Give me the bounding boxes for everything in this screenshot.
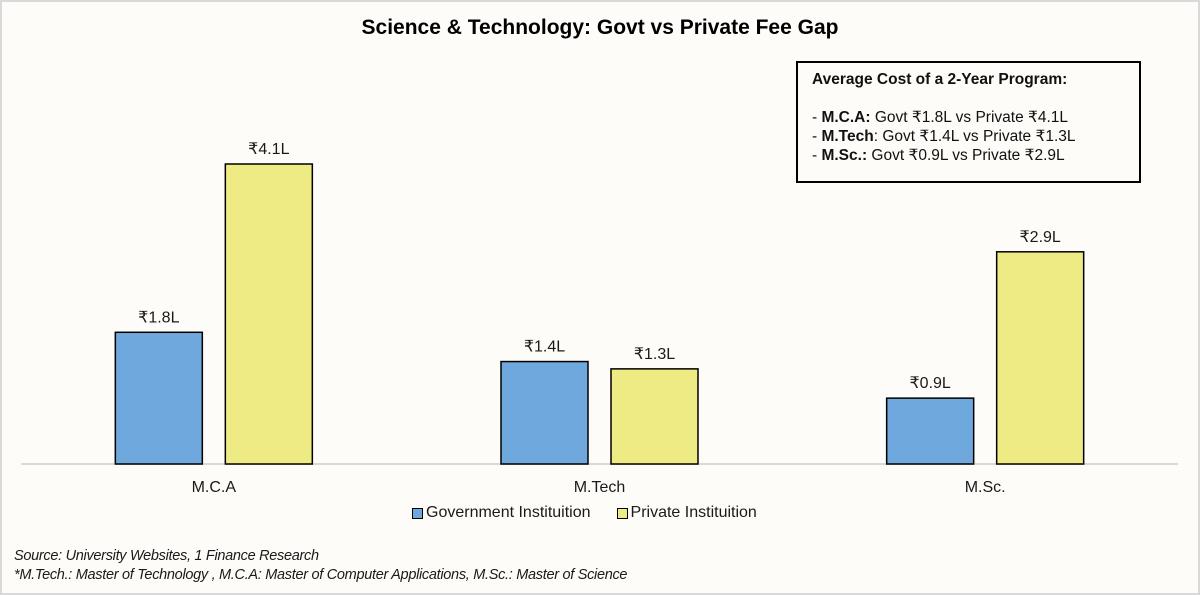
source-note: Source: University Websites, 1 Finance R… xyxy=(14,548,319,564)
legend: Government Instituition Private Institui… xyxy=(412,504,757,522)
bar-private-mca xyxy=(224,163,314,465)
legend-swatch-private xyxy=(616,507,628,519)
summary-line-mtech: - M.Tech: Govt ₹1.4L vs Private ₹1.3L xyxy=(812,128,1076,145)
data-label: ₹2.9L xyxy=(1020,229,1061,246)
legend-label-private: Private Instituition xyxy=(630,504,757,521)
chart-title: Science & Technology: Govt vs Private Fe… xyxy=(361,16,839,39)
bar-government-msc xyxy=(885,397,975,465)
x-tick-label: M.C.A xyxy=(192,479,237,496)
data-label: ₹1.3L xyxy=(634,346,675,363)
legend-swatch-government xyxy=(412,507,423,519)
summary-heading: Average Cost of a 2-Year Program: xyxy=(812,71,1068,88)
legend-label-government: Government Instituition xyxy=(426,504,591,521)
abbreviation-note: *M.Tech.: Master of Technology , M.C.A: … xyxy=(14,567,628,583)
summary-line-mca: - M.C.A: Govt ₹1.8L vs Private ₹4.1L xyxy=(812,109,1069,126)
data-label: ₹1.8L xyxy=(138,309,179,326)
legend-item-private: Private Instituition xyxy=(616,504,757,522)
summary-line-msc: - M.Sc.: Govt ₹0.9L vs Private ₹2.9L xyxy=(812,147,1065,164)
x-tick-label: M.Sc. xyxy=(965,479,1006,496)
footnote: Source: University Websites, 1 Finance R… xyxy=(14,547,627,585)
bar-private-msc xyxy=(995,251,1085,465)
data-label: ₹1.4L xyxy=(524,339,565,356)
summary-box: Average Cost of a 2-Year Program: - M.C.… xyxy=(796,61,1141,183)
legend-item-government: Government Instituition xyxy=(412,504,591,522)
x-tick-label: M.Tech xyxy=(574,479,626,496)
data-label: ₹4.1L xyxy=(248,141,289,158)
bar-private-mtech xyxy=(610,368,699,465)
data-label: ₹0.9L xyxy=(910,375,951,392)
bar-government-mtech xyxy=(500,360,589,465)
bar-government-mca xyxy=(114,331,204,465)
